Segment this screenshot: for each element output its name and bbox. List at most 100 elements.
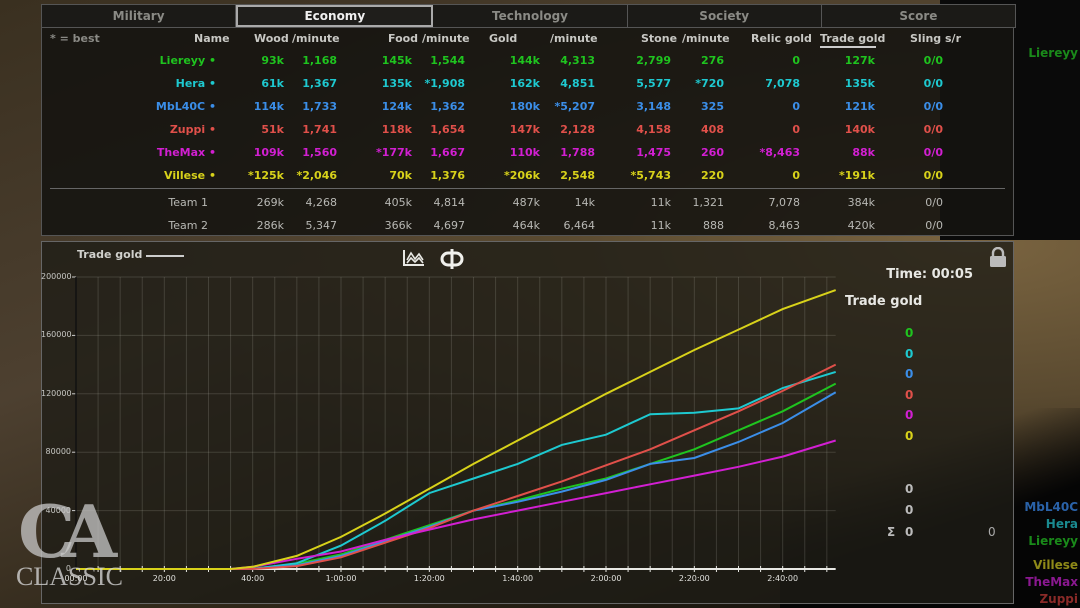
stat-wood: 114k <box>253 100 284 113</box>
stat-gold: 162k <box>509 77 540 90</box>
player-name: TheMax • <box>156 146 216 159</box>
player-row[interactable]: Villese • *125k *2,046 70k 1,376 *206k 2,548 *5… <box>42 169 1013 189</box>
side-player-name: MbL40C <box>1024 500 1078 514</box>
team1-value: 0 <box>905 482 914 496</box>
stat-wood: *125k <box>247 169 284 182</box>
column-header-sling-s-r[interactable]: Sling s/r <box>910 32 961 45</box>
column-header--minute[interactable]: /minute <box>682 32 730 45</box>
stat-gold: *206k <box>503 169 540 182</box>
stat-stone-pm: 260 <box>701 146 724 159</box>
stats-tab-bar: Military Economy Technology Society Scor… <box>41 4 1016 28</box>
stat-sling: 0/0 <box>923 123 943 136</box>
team-stat-food-pm: 4,814 <box>433 196 466 209</box>
stat-wood-pm: 1,741 <box>302 123 337 136</box>
column-header-trade-gold[interactable]: Trade gold <box>820 32 886 45</box>
team-separator <box>50 188 1005 189</box>
tab-economy[interactable]: Economy <box>236 5 434 27</box>
side-player-name: Liereyy <box>1028 534 1078 548</box>
column-header-relic-gold[interactable]: Relic gold <box>751 32 812 45</box>
column-header-gold[interactable]: Gold <box>489 32 518 45</box>
stat-wood: 93k <box>261 54 284 67</box>
x-tick-label: 1:00:00 <box>325 574 357 583</box>
stat-stone-pm: *720 <box>695 77 724 90</box>
player-row[interactable]: Zuppi • 51k 1,741 118k 1,654 147k 2,128 4,158 40… <box>42 123 1013 143</box>
stat-sling: 0/0 <box>923 77 943 90</box>
economy-stats-table: * = best Name Wood/minute Food/minute Gold /… <box>41 27 1014 236</box>
column-header--minute[interactable]: /minute <box>422 32 470 45</box>
player-row[interactable]: TheMax • 109k 1,560 *177k 1,667 110k 1,788 1,47… <box>42 146 1013 166</box>
series-line-themax <box>76 439 836 570</box>
ca-classic-logo: CA CLASSIC <box>16 489 123 591</box>
column-header-wood[interactable]: Wood <box>254 32 289 45</box>
column-header--minute[interactable]: /minute <box>550 32 598 45</box>
logo-mark: CA <box>18 489 117 574</box>
player-row[interactable]: MbL40C • 114k 1,733 124k 1,362 180k *5,207 3,14… <box>42 100 1013 120</box>
stat-trade-gold: *191k <box>838 169 875 182</box>
team-stat-food-pm: 4,697 <box>433 219 466 232</box>
stat-stone-pm: 276 <box>701 54 724 67</box>
column-header--minute[interactable]: /minute <box>292 32 340 45</box>
tab-score[interactable]: Score <box>899 9 938 23</box>
player-trade-gold-value: 0 <box>905 408 914 422</box>
team-name: Team 1 <box>168 196 208 209</box>
team-stat-food: 366k <box>384 219 412 232</box>
player-row[interactable]: Hera • 61k 1,367 135k *1,908 162k 4,851 5,577 *7… <box>42 77 1013 97</box>
x-tick-label: 40:00 <box>241 574 265 583</box>
sigma-right-value: 0 <box>988 525 996 539</box>
side-player-name: Liereyy <box>1028 46 1078 60</box>
team-stat-wood-pm: 4,268 <box>305 196 338 209</box>
lock-icon[interactable] <box>989 246 1007 267</box>
team2-value: 0 <box>905 503 914 517</box>
team-stat-gold-pm: 14k <box>574 196 595 209</box>
stat-stone-pm: 408 <box>701 123 724 136</box>
stat-food-pm: 1,362 <box>430 100 465 113</box>
stat-relic-gold: 0 <box>792 100 800 113</box>
stat-wood: 61k <box>261 77 284 90</box>
split-view-icon[interactable] <box>440 248 466 270</box>
x-tick-label: 2:00:00 <box>590 574 622 583</box>
stat-gold: 147k <box>509 123 540 136</box>
line-chart-icon[interactable] <box>402 248 428 270</box>
stat-wood: 51k <box>261 123 284 136</box>
trade-gold-panel-title: Trade gold <box>845 294 923 309</box>
column-header-stone[interactable]: Stone <box>641 32 678 45</box>
player-trade-gold-value: 0 <box>905 428 914 443</box>
stat-gold-pm: 2,548 <box>560 169 595 182</box>
series-line-zuppi <box>76 363 837 570</box>
x-tick-label: 1:40:00 <box>502 574 534 583</box>
stat-sling: 0/0 <box>923 54 943 67</box>
tab-technology[interactable]: Technology <box>433 5 628 27</box>
y-tick-label: 200000 <box>41 272 72 281</box>
stat-gold: 144k <box>509 54 540 67</box>
stat-food-pm: 1,654 <box>430 123 465 136</box>
team-stat-stone: 11k <box>650 196 671 209</box>
team-stat-stone: 11k <box>650 219 671 232</box>
stat-wood-pm: *2,046 <box>296 169 337 182</box>
stat-food: *177k <box>375 146 412 159</box>
stat-gold-pm: *5,207 <box>554 100 595 113</box>
player-name: MbL40C • <box>155 100 216 113</box>
player-row[interactable]: Liereyy • 93k 1,168 145k 1,544 144k 4,313 2,799… <box>42 54 1013 74</box>
stat-stone-pm: 325 <box>701 100 724 113</box>
player-name: Villese • <box>164 169 216 182</box>
column-header-food[interactable]: Food <box>388 32 419 45</box>
tab-military[interactable]: Military <box>42 5 237 27</box>
stat-trade-gold: 127k <box>844 54 875 67</box>
team-stat-stone-pm: 888 <box>703 219 724 232</box>
graph-legend-title: Trade gold <box>77 248 143 261</box>
y-tick-label: 40000 <box>45 505 71 515</box>
stat-food-pm: 1,544 <box>430 54 465 67</box>
y-tick-label: 0 <box>65 564 71 573</box>
stat-stone: 1,475 <box>636 146 671 159</box>
logo-text: CLASSIC <box>16 562 123 591</box>
tab-society[interactable]: Society <box>628 5 822 27</box>
trade-gold-line-chart <box>72 276 837 572</box>
stat-trade-gold: 135k <box>844 77 875 90</box>
column-header-name[interactable]: Name <box>194 32 230 45</box>
series-line-villese <box>76 289 837 570</box>
stat-food-pm: 1,376 <box>430 169 465 182</box>
stat-food-pm: 1,667 <box>430 146 465 159</box>
side-player-name: Zuppi <box>1039 592 1078 606</box>
stat-relic-gold: *8,463 <box>759 146 800 159</box>
side-player-name: Villese <box>1033 558 1078 572</box>
